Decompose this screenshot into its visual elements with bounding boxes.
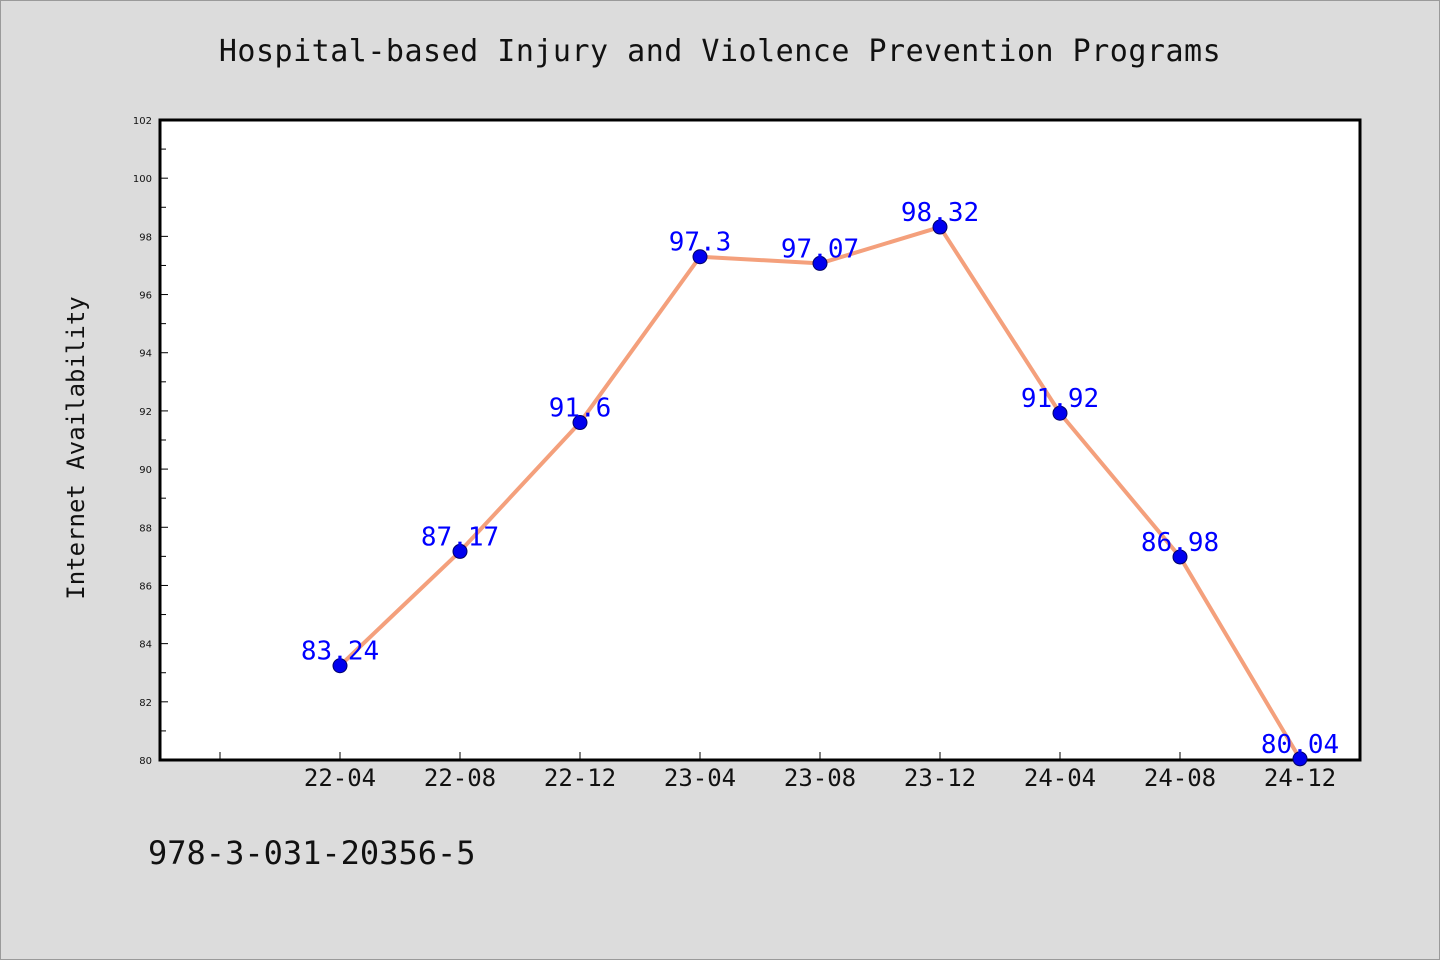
- y-tick-label: 98: [139, 232, 152, 243]
- data-label: 86.98: [1141, 528, 1219, 558]
- y-tick-label: 90: [139, 465, 152, 476]
- y-tick-label: 92: [139, 407, 152, 418]
- data-label: 98.32: [901, 198, 979, 228]
- y-tick-label: 100: [133, 174, 152, 185]
- data-label: 87.17: [421, 522, 499, 552]
- x-tick-label: 24-12: [1264, 764, 1336, 792]
- data-label: 97.3: [669, 228, 732, 258]
- x-tick-label: 23-08: [784, 764, 856, 792]
- x-tick-label: 23-04: [664, 764, 736, 792]
- data-label: 97.07: [781, 234, 859, 264]
- y-tick-label: 86: [139, 581, 152, 592]
- x-tick-label: 24-04: [1024, 764, 1096, 792]
- data-label: 83.24: [301, 637, 379, 667]
- data-point: [572, 415, 588, 431]
- chart-title: Hospital-based Injury and Violence Preve…: [218, 34, 1222, 69]
- x-tick-label: 23-12: [904, 764, 976, 792]
- data-point: [1292, 751, 1308, 767]
- y-tick-label: 82: [139, 698, 152, 709]
- data-point: [932, 219, 948, 235]
- x-tick-label: 22-12: [544, 764, 616, 792]
- x-axis: 22-04 22-08 22-12 23-04 23-08 23-12 24-04 24-08…: [219, 752, 1336, 792]
- y-tick-label: 80: [139, 756, 152, 767]
- data-point: [1172, 549, 1188, 565]
- x-tick-label: 24-08: [1144, 764, 1216, 792]
- y-tick-label: 94: [139, 349, 152, 360]
- y-axis: 80 82 84 86 88 90 92 94 96 98 100 102: [133, 116, 168, 767]
- data-label: 80.04: [1261, 730, 1339, 760]
- y-tick-label: 96: [139, 291, 152, 302]
- data-label: 91.6: [549, 394, 612, 424]
- y-tick-label: 88: [139, 523, 152, 534]
- data-point: [452, 543, 468, 559]
- series-group: 83.24 87.17 91.6 97.3 97.07 98.32 91.92 86.98 80…: [301, 198, 1339, 767]
- data-point: [692, 249, 708, 265]
- data-point: [1052, 405, 1068, 421]
- x-tick-label: 22-08: [424, 764, 496, 792]
- plot-area: [158, 118, 1362, 762]
- data-label: 91.92: [1021, 384, 1099, 414]
- y-tick-label: 102: [133, 116, 152, 127]
- footer-isbn: 978-3-031-20356-5: [148, 834, 476, 872]
- data-point: [332, 658, 348, 674]
- data-point: [812, 255, 828, 271]
- y-tick-label: 84: [139, 640, 152, 651]
- x-tick-label: 22-04: [304, 764, 376, 792]
